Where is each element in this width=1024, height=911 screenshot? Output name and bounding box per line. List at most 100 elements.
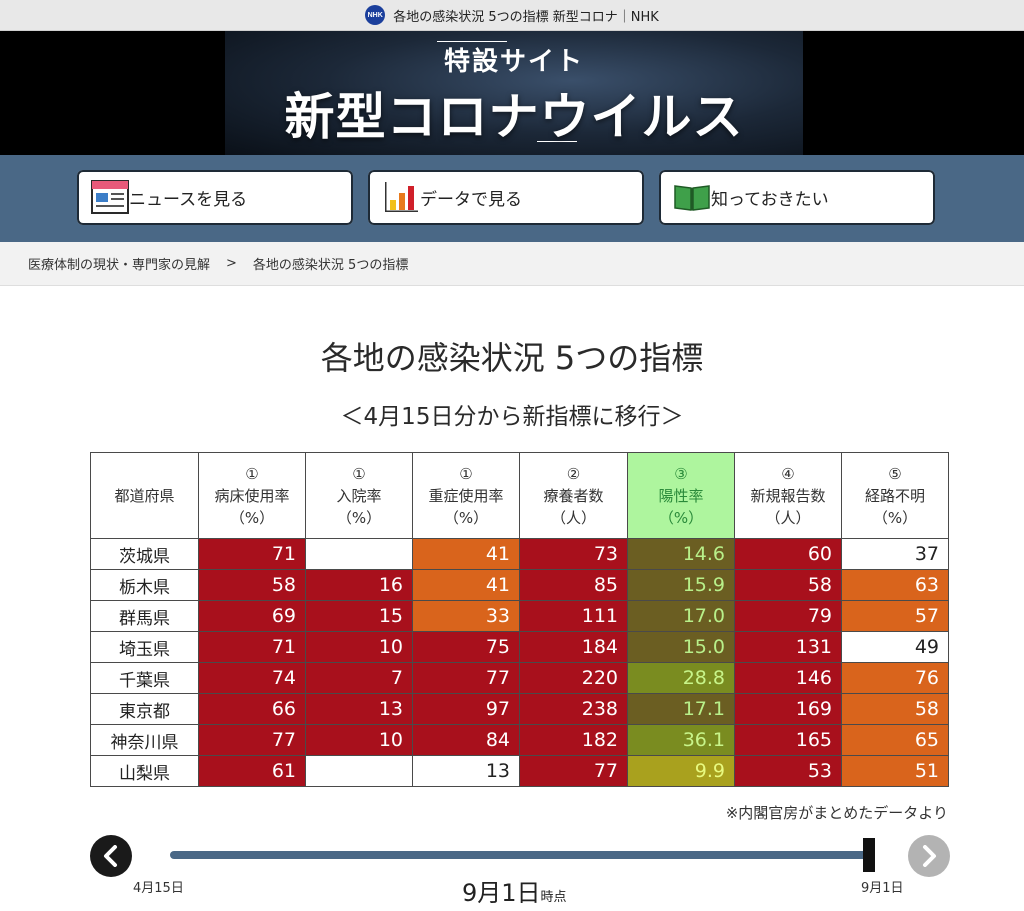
table-row: 栃木県 58 16 41 85 15.9 58 63 <box>90 569 949 601</box>
indicator-cell: 146 <box>734 662 842 694</box>
tab-title: 各地の感染状況 5つの指標 新型コロナ｜NHK <box>393 9 659 25</box>
news-nav-label: ニュースを見る <box>129 190 248 210</box>
column-header-patients: ② 療養者数 （人） <box>519 452 628 539</box>
decorative-arrow <box>537 141 577 142</box>
indicator-cell: 41 <box>412 538 520 570</box>
indicator-cell: 37 <box>841 538 949 570</box>
news-nav-button[interactable]: ニュースを見る <box>77 170 353 225</box>
indicator-cell: 74 <box>198 662 306 694</box>
learn-nav-label: 知っておきたい <box>711 190 829 210</box>
indicator-cell: 13 <box>412 755 520 787</box>
column-header-unknown-route: ⑤ 経路不明 （%） <box>841 452 949 539</box>
table-row: 群馬県 69 15 33 111 17.0 79 57 <box>90 600 949 632</box>
indicator-cell: 184 <box>519 631 628 663</box>
indicator-cell: 75 <box>412 631 520 663</box>
indicator-table: 都道府県 ① 病床使用率 （%） ① 入院率 （%） ① 重症使用率 （%） ② 療養者数 （人… <box>90 452 949 787</box>
open-book-icon <box>674 185 710 211</box>
indicator-cell: 111 <box>519 600 628 632</box>
column-header-new-cases: ④ 新規報告数 （人） <box>734 452 842 539</box>
timeline-slider-track[interactable] <box>170 851 870 859</box>
indicator-cell: 58 <box>198 569 306 601</box>
indicator-cell: 182 <box>519 724 628 756</box>
chevron-right-icon <box>923 845 936 867</box>
indicator-cell: 66 <box>198 693 306 725</box>
table-row: 千葉県 74 7 77 220 28.8 146 76 <box>90 662 949 694</box>
prefecture-cell: 東京都 <box>90 693 199 725</box>
indicator-cell: 53 <box>734 755 842 787</box>
newspaper-icon <box>91 180 129 214</box>
indicator-cell: 61 <box>198 755 306 787</box>
indicator-cell: 9.9 <box>627 755 735 787</box>
column-header-bed-usage: ① 病床使用率 （%） <box>198 452 306 539</box>
indicator-cell: 10 <box>305 724 413 756</box>
column-header-positivity[interactable]: ③ 陽性率 （%） <box>627 452 735 539</box>
indicator-cell: 79 <box>734 600 842 632</box>
timeline-slider-handle[interactable] <box>863 838 875 872</box>
indicator-cell: 51 <box>841 755 949 787</box>
banner-title: 新型コロナウイルス <box>284 87 744 146</box>
site-banner[interactable]: 特設サイト 新型コロナウイルス <box>225 31 803 155</box>
indicator-cell: 49 <box>841 631 949 663</box>
banner-subtitle: 特設サイト <box>443 47 584 77</box>
indicator-cell: 36.1 <box>627 724 735 756</box>
breadcrumb-separator: > <box>226 256 237 271</box>
indicator-cell: 7 <box>305 662 413 694</box>
timeline-end-label: 9月1日 <box>861 881 904 896</box>
indicator-cell <box>305 755 413 787</box>
data-nav-button[interactable]: データで見る <box>368 170 644 225</box>
indicator-cell: 57 <box>841 600 949 632</box>
table-header-row: 都道府県 ① 病床使用率 （%） ① 入院率 （%） ① 重症使用率 （%） ② 療養者数 （人… <box>90 452 949 539</box>
banner-area: 特設サイト 新型コロナウイルス <box>0 31 1024 155</box>
table-row: 山梨県 61 13 77 9.9 53 51 <box>90 755 949 787</box>
current-date-suffix: 時点 <box>540 890 567 905</box>
indicator-cell: 71 <box>198 538 306 570</box>
indicator-cell: 58 <box>841 693 949 725</box>
table-row: 埼玉県 71 10 75 184 15.0 131 49 <box>90 631 949 663</box>
column-header-severe-usage: ① 重症使用率 （%） <box>412 452 520 539</box>
column-header-hospitalization: ① 入院率 （%） <box>305 452 413 539</box>
previous-date-button[interactable] <box>90 835 132 877</box>
table-row: 神奈川県 77 10 84 182 36.1 165 65 <box>90 724 949 756</box>
prefecture-cell: 群馬県 <box>90 600 199 632</box>
indicator-cell: 17.1 <box>627 693 735 725</box>
indicator-cell: 15.0 <box>627 631 735 663</box>
indicator-cell: 73 <box>519 538 628 570</box>
indicator-cell: 238 <box>519 693 628 725</box>
next-date-button[interactable] <box>908 835 950 877</box>
indicator-cell: 33 <box>412 600 520 632</box>
prefecture-cell: 神奈川県 <box>90 724 199 756</box>
indicator-cell <box>305 538 413 570</box>
data-nav-label: データで見る <box>420 190 522 210</box>
page-title: 各地の感染状況 5つの指標 <box>320 339 704 377</box>
indicator-cell: 165 <box>734 724 842 756</box>
indicator-cell: 10 <box>305 631 413 663</box>
column-header-prefecture: 都道府県 <box>90 452 199 539</box>
learn-nav-button[interactable]: 知っておきたい <box>659 170 935 225</box>
prefecture-cell: 埼玉県 <box>90 631 199 663</box>
chevron-left-icon <box>104 845 117 867</box>
indicator-cell: 58 <box>734 569 842 601</box>
indicator-cell: 85 <box>519 569 628 601</box>
indicator-cell: 15.9 <box>627 569 735 601</box>
indicator-cell: 60 <box>734 538 842 570</box>
bar-chart-icon <box>385 182 418 212</box>
table-row: 茨城県 71 41 73 14.6 60 37 <box>90 538 949 570</box>
indicator-cell: 65 <box>841 724 949 756</box>
timeline-start-label: 4月15日 <box>133 881 184 896</box>
indicator-cell: 16 <box>305 569 413 601</box>
indicator-cell: 169 <box>734 693 842 725</box>
indicator-cell: 131 <box>734 631 842 663</box>
indicator-cell: 97 <box>412 693 520 725</box>
prefecture-cell: 茨城県 <box>90 538 199 570</box>
browser-title-bar: NHK 各地の感染状況 5つの指標 新型コロナ｜NHK <box>0 0 1024 31</box>
indicator-cell: 15 <box>305 600 413 632</box>
source-note: ※内閣官房がまとめたデータより <box>725 804 948 822</box>
indicator-cell: 71 <box>198 631 306 663</box>
page-subtitle: ＜4月15日分から新指標に移行＞ <box>340 404 684 430</box>
breadcrumb-parent-link[interactable]: 医療体制の現状・専門家の見解 <box>28 258 211 273</box>
prefecture-cell: 山梨県 <box>90 755 199 787</box>
nhk-favicon-icon: NHK <box>365 5 386 25</box>
current-date-display: 9月1日時点 <box>462 873 567 908</box>
indicator-cell: 76 <box>841 662 949 694</box>
indicator-cell: 41 <box>412 569 520 601</box>
